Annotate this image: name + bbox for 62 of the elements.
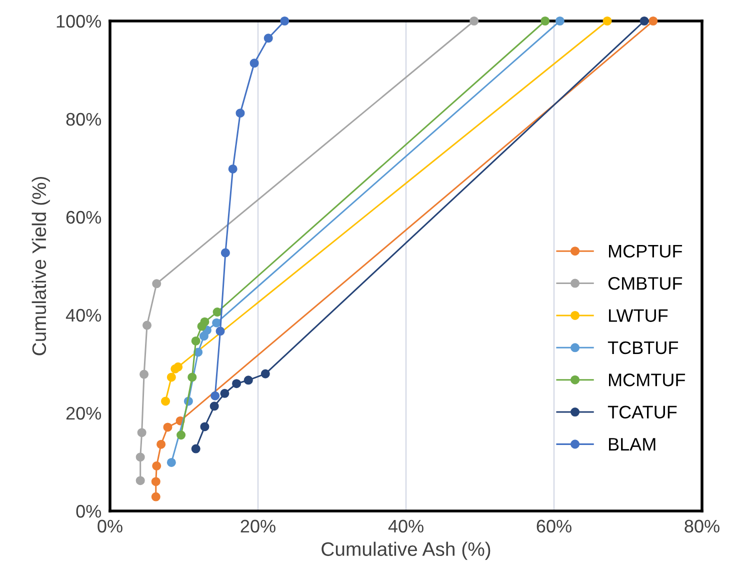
point [220,388,230,398]
x-tick-label: 60% [536,520,572,533]
point [136,476,145,486]
point [191,444,200,454]
point [156,440,166,449]
x-tick-label: 40% [388,520,424,533]
point [200,317,210,326]
point [250,58,259,68]
point [136,452,145,462]
point [174,362,183,372]
legend-label: LWTUF [609,309,668,322]
point [210,402,219,411]
point [160,396,170,406]
point [220,248,230,258]
point [166,458,176,468]
point [140,370,149,379]
point [244,376,253,385]
point [648,16,658,26]
point [540,16,550,26]
x-tick-label: 80% [684,520,720,533]
point [176,430,186,440]
x-tick-label: 20% [240,520,276,533]
y-tick-label: 40% [66,308,102,322]
point [232,379,242,388]
point [152,279,162,288]
point [200,422,210,432]
point [640,16,649,26]
legend-label: TCATUF [608,406,677,419]
legend-label: BLAM [609,438,656,451]
point [151,492,160,502]
point [210,391,220,400]
point [212,308,222,317]
legend-label: MCPTUF [609,244,682,258]
y-axis-title: Cumulative Yield (%) [32,176,50,356]
point [602,16,612,26]
point [260,369,270,378]
y-tick-label: 20% [66,406,102,420]
point [264,34,273,43]
x-axis-title: Cumulative Ash (%) [322,542,490,560]
point [151,477,160,486]
y-tick-label: 0% [76,504,102,518]
point [555,16,564,26]
legend-label: MCMTUF [609,374,686,386]
legend-label: CMBTUF [608,277,682,290]
y-tick-label: 80% [66,112,102,126]
point [163,422,172,432]
point [191,336,200,346]
point [228,164,238,174]
point [188,372,197,382]
point [152,461,162,470]
point [212,318,222,328]
point [216,326,225,336]
point [142,320,152,330]
point [470,16,479,26]
x-tick-label: 0% [98,520,122,533]
point [137,428,146,438]
point [166,372,176,382]
y-tick-label: 100% [56,14,102,28]
point [280,16,290,26]
point [236,108,245,118]
y-tick-label: 60% [66,210,102,224]
legend-label: TCBTUF [608,341,678,354]
